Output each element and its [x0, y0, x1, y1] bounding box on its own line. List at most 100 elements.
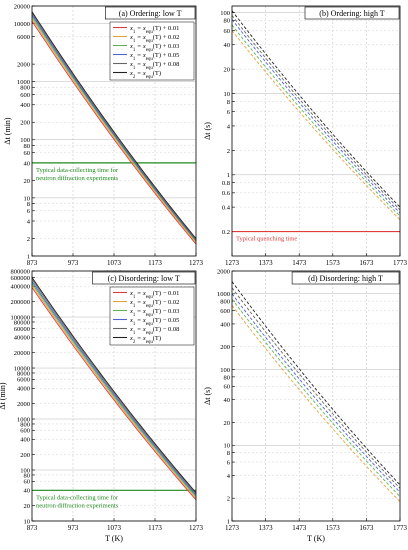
series-line-2	[31, 285, 197, 499]
panel-title: (a) Ordering: low T	[119, 9, 182, 18]
series-line-2	[31, 18, 197, 243]
x-tick-label: 1473	[292, 259, 307, 267]
y-tick-label: 6000	[17, 34, 30, 41]
y-tick-label: 4	[227, 123, 231, 130]
y-tick-label: 20	[224, 420, 231, 427]
y-tick-label: 400	[20, 437, 30, 444]
panel-title-box	[291, 271, 400, 285]
y-tick-label: 8	[227, 450, 230, 457]
plot-area	[232, 271, 400, 521]
x-tick-label: 973	[68, 259, 79, 267]
y-tick-label: 200	[220, 344, 230, 351]
x-tick-label: 1673	[359, 259, 374, 267]
x-tick-label: 873	[27, 524, 38, 532]
legend-entry: x1 = xequ(T) − 0.03	[129, 308, 179, 318]
y-tick-label: 0.4	[222, 205, 231, 212]
y-tick-label: 1000	[17, 416, 30, 423]
legend-entry: x1 = xequ(T) + 0.02	[129, 34, 179, 44]
series-line-2	[231, 24, 401, 217]
y-tick-label: 400	[20, 102, 30, 109]
x-tick-label: 1673	[359, 524, 374, 532]
y-tick-label: 20	[224, 67, 231, 74]
panel-title: (b) Ordering: high T	[319, 9, 385, 18]
panel-title-box	[105, 6, 196, 20]
series-line-4	[31, 14, 197, 241]
plot-frame	[31, 270, 197, 522]
y-tick-label: 1	[227, 172, 230, 179]
y-tick-label: 6000	[17, 377, 30, 384]
series-line-3	[231, 19, 401, 214]
panel-title: (d) Disordering: high T	[308, 274, 383, 283]
y-tick-label: 2000	[217, 268, 230, 275]
y-tick-label: 100000	[11, 314, 31, 321]
legend-box	[109, 21, 195, 81]
y-tick-label: 4	[227, 473, 231, 480]
y-tick-label: 8	[227, 99, 230, 106]
y-tick-label: 20	[24, 503, 31, 510]
legend-entry: x2 = xequ(T)	[129, 335, 161, 345]
y-tick-label: 200	[20, 452, 30, 459]
x-tick-label: 973	[68, 524, 79, 532]
series-line-3	[31, 282, 197, 497]
series-line-5	[231, 281, 401, 486]
legend-entry: x2 = xequ(T)	[129, 70, 161, 80]
y-tick-label: 20000	[14, 3, 30, 10]
x-tick-label: 1073	[107, 524, 122, 532]
y-tick-label: 60	[24, 150, 31, 157]
y-tick-label: 60	[224, 28, 231, 35]
series-line-4	[31, 281, 197, 496]
x-tick-label: 1173	[148, 259, 162, 267]
y-tick-label: 1000	[217, 291, 230, 298]
x-tick-label: 1473	[292, 524, 307, 532]
y-axis-label: Δt (min)	[0, 382, 7, 409]
y-tick-label: 2000	[17, 401, 30, 408]
y-tick-label: 600	[20, 428, 30, 435]
legend-entry: x1 = xequ(T) − 0.01	[129, 290, 179, 300]
y-tick-label: 40	[224, 397, 231, 404]
y-tick-label: 10	[224, 443, 231, 450]
y-axis-label: Δt (min)	[3, 117, 12, 144]
series-line-4	[231, 15, 401, 211]
y-tick-label: 20000	[14, 350, 30, 357]
y-tick-label: 80000	[14, 319, 30, 326]
x-tick-label: 1273	[189, 524, 204, 532]
y-tick-label: 40000	[14, 335, 30, 342]
y-tick-label: 80	[224, 374, 231, 381]
y-tick-label: 200	[20, 120, 30, 127]
y-tick-label: 800	[20, 85, 30, 92]
y-axis-label: Δt (s)	[203, 122, 212, 140]
legend-entry: x1 = xequ(T) − 0.05	[129, 317, 179, 327]
x-tick-label: 1273	[225, 524, 240, 532]
y-tick-label: 40	[224, 42, 231, 49]
series-line-6	[31, 277, 197, 493]
y-tick-label: 400000	[11, 284, 31, 291]
series-line-1	[31, 20, 197, 245]
y-tick-label: 600	[20, 92, 30, 99]
y-tick-label: 2	[27, 236, 30, 243]
y-tick-label: 1000	[17, 79, 30, 86]
x-tick-label: 1373	[259, 259, 274, 267]
y-tick-label: 0.8	[222, 180, 230, 187]
series-line-6	[31, 11, 197, 239]
x-tick-label: 1073	[107, 259, 122, 267]
y-tick-label: 6	[227, 459, 231, 466]
y-tick-label: 4000	[17, 386, 30, 393]
series-line-1	[231, 305, 401, 502]
x-tick-label: 1773	[393, 259, 408, 267]
plot-frame	[231, 270, 401, 522]
legend-entry: x1 = xequ(T) − 0.08	[129, 326, 179, 336]
reference-label: neutron diffraction experiments	[36, 175, 119, 182]
series-line-5	[231, 10, 401, 208]
y-tick-label: 60	[224, 384, 231, 391]
y-tick-label: 40	[24, 160, 31, 167]
y-tick-label: 80	[24, 472, 31, 479]
y-tick-label: 2	[227, 496, 230, 503]
y-tick-label: 10	[24, 195, 31, 202]
x-tick-label: 1273	[225, 259, 240, 267]
y-tick-label: 20	[24, 178, 31, 185]
y-tick-label: 200000	[11, 299, 31, 306]
y-tick-label: 40	[24, 488, 31, 495]
panel-d: 1273 1373 1473 1573 1673 17731246810204060801…	[203, 268, 408, 543]
y-tick-label: 10000	[14, 21, 30, 28]
